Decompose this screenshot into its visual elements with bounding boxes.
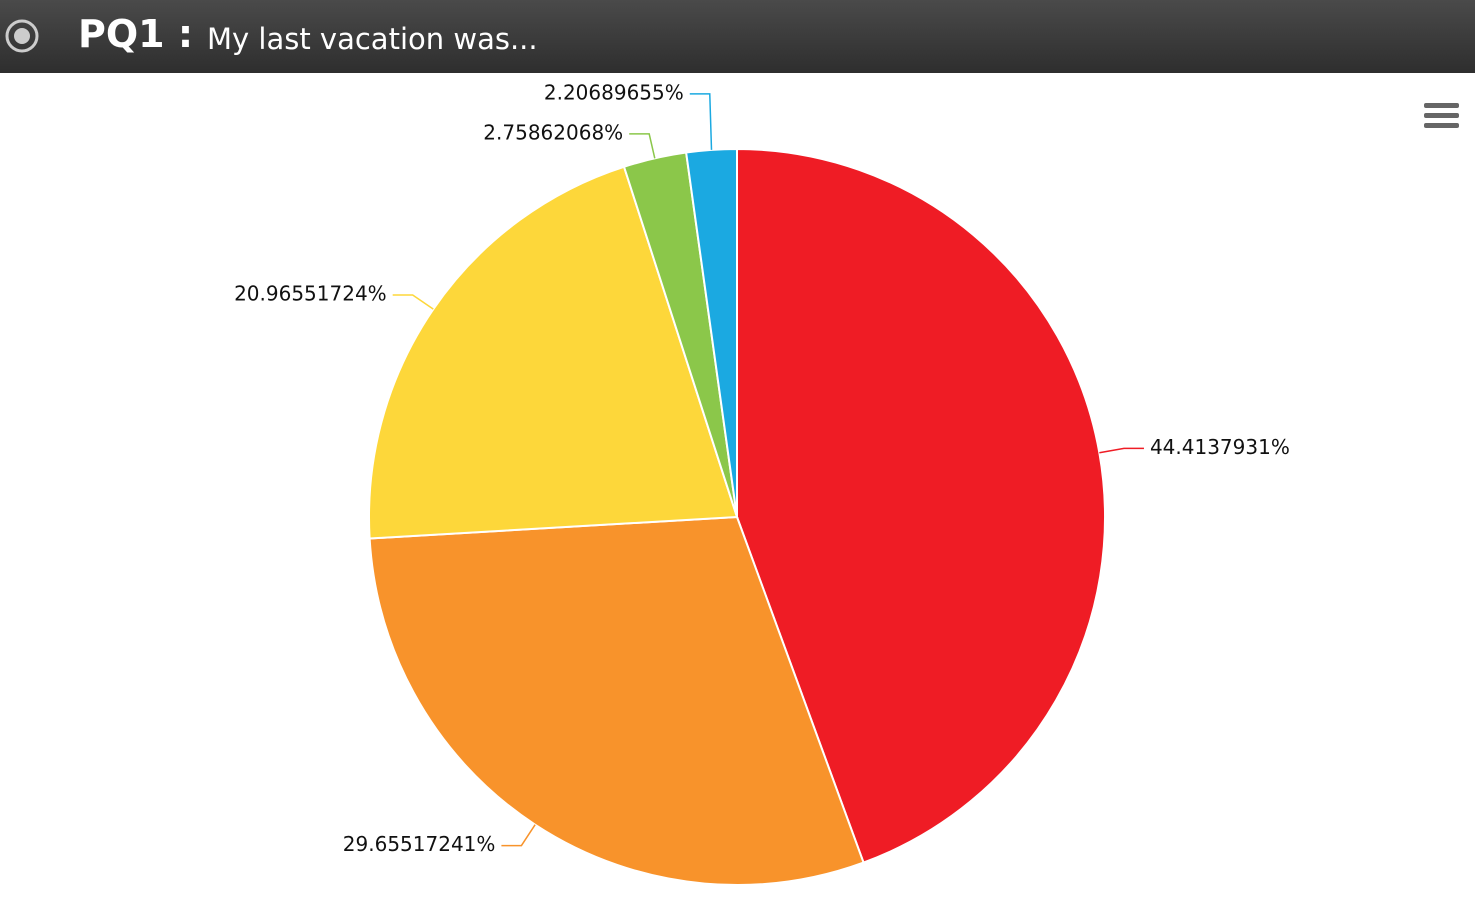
pie-slice [368,165,739,540]
radio-icon[interactable] [2,14,46,58]
connector [392,294,434,310]
connector [501,824,536,847]
data-label: 29.65517241% [343,832,496,856]
header: PQ1 : My last vacation was... [0,0,1475,73]
chart: 44.4137931% 29.65517241% 20.96551724% 2.758… [234,80,1459,886]
menu-icon[interactable] [1424,103,1459,128]
question-text: My last vacation was... [207,22,538,56]
connector [629,133,656,159]
data-label: 20.96551724% [234,282,387,306]
data-label: 2.20689655% [544,80,684,104]
connector [689,93,713,150]
pie-slice [736,147,1106,864]
question-code: PQ1 : [78,12,194,56]
data-label: 2.75862068% [483,120,623,144]
data-label: 44.4137931% [1150,435,1290,459]
connector [1099,447,1144,454]
pie-slice [368,515,865,886]
